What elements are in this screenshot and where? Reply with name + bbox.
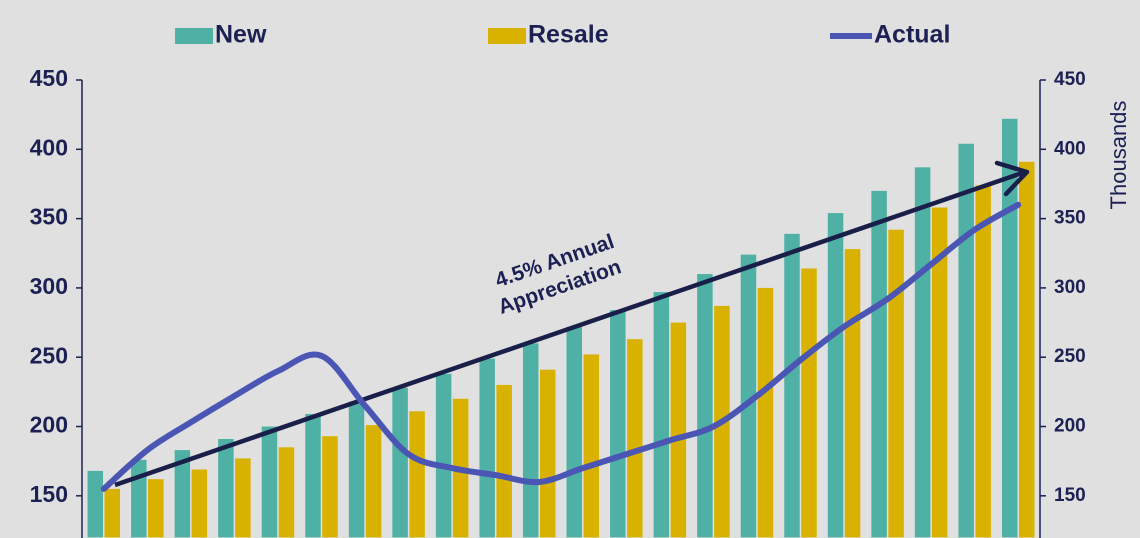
bar — [522, 343, 539, 538]
y2-tick-label: 200 — [1054, 416, 1086, 437]
y-tick-label: 250 — [30, 342, 68, 368]
bar — [104, 488, 121, 538]
y-tick-label: 300 — [30, 273, 68, 299]
bar — [583, 354, 600, 538]
bar — [496, 384, 512, 538]
legend-label: Resale — [528, 21, 609, 49]
bar — [697, 274, 713, 538]
y-tick-label: 350 — [30, 204, 68, 230]
bar — [914, 167, 931, 538]
bar — [87, 470, 104, 538]
y-tick-label: 400 — [30, 134, 68, 160]
bar — [435, 373, 452, 538]
bar — [844, 249, 861, 538]
legend-label: Actual — [874, 21, 950, 49]
bar — [131, 459, 147, 538]
bar — [827, 213, 844, 538]
bar — [261, 426, 278, 538]
legend-label: New — [215, 21, 267, 49]
bar — [235, 458, 251, 538]
trend-arrow — [114, 169, 1026, 488]
bar — [191, 469, 208, 538]
bar — [610, 310, 626, 538]
bar — [801, 268, 817, 538]
bar — [218, 438, 234, 538]
y2-tick-label: 400 — [1054, 138, 1086, 159]
bar — [409, 411, 425, 538]
bar — [148, 479, 164, 538]
bar — [888, 229, 904, 538]
y-tick-label: 450 — [30, 65, 68, 91]
bar — [975, 185, 991, 538]
bar — [566, 326, 583, 538]
line — [100, 201, 1022, 492]
bar — [931, 207, 948, 538]
y-tick-label: 200 — [30, 412, 68, 438]
arrow-head — [994, 160, 1030, 197]
bar — [1001, 118, 1018, 538]
bar — [784, 233, 800, 538]
y2-axis-label: Thousands — [1106, 101, 1131, 210]
legend-swatch — [175, 28, 213, 44]
bar — [322, 436, 338, 538]
bar — [871, 190, 887, 538]
bar — [479, 358, 495, 538]
legend-swatch — [488, 28, 526, 44]
bar — [958, 143, 974, 538]
y2-tick-label: 350 — [1054, 208, 1086, 229]
y2-tick-label: 150 — [1054, 485, 1086, 506]
bar — [305, 414, 321, 538]
y2-tick-label: 250 — [1054, 346, 1086, 367]
y-tick-label: 150 — [30, 481, 68, 507]
bar — [392, 387, 408, 538]
bar — [740, 254, 757, 538]
bar — [348, 401, 365, 538]
bar — [278, 447, 295, 538]
bar — [627, 339, 643, 538]
bar — [1018, 161, 1035, 538]
bar — [539, 369, 556, 538]
bar — [174, 450, 191, 538]
bar — [653, 292, 670, 538]
bar — [365, 425, 382, 538]
bar — [670, 322, 687, 538]
y2-tick-label: 300 — [1054, 277, 1086, 298]
y2-tick-label: 450 — [1054, 69, 1086, 90]
bar — [757, 287, 774, 538]
